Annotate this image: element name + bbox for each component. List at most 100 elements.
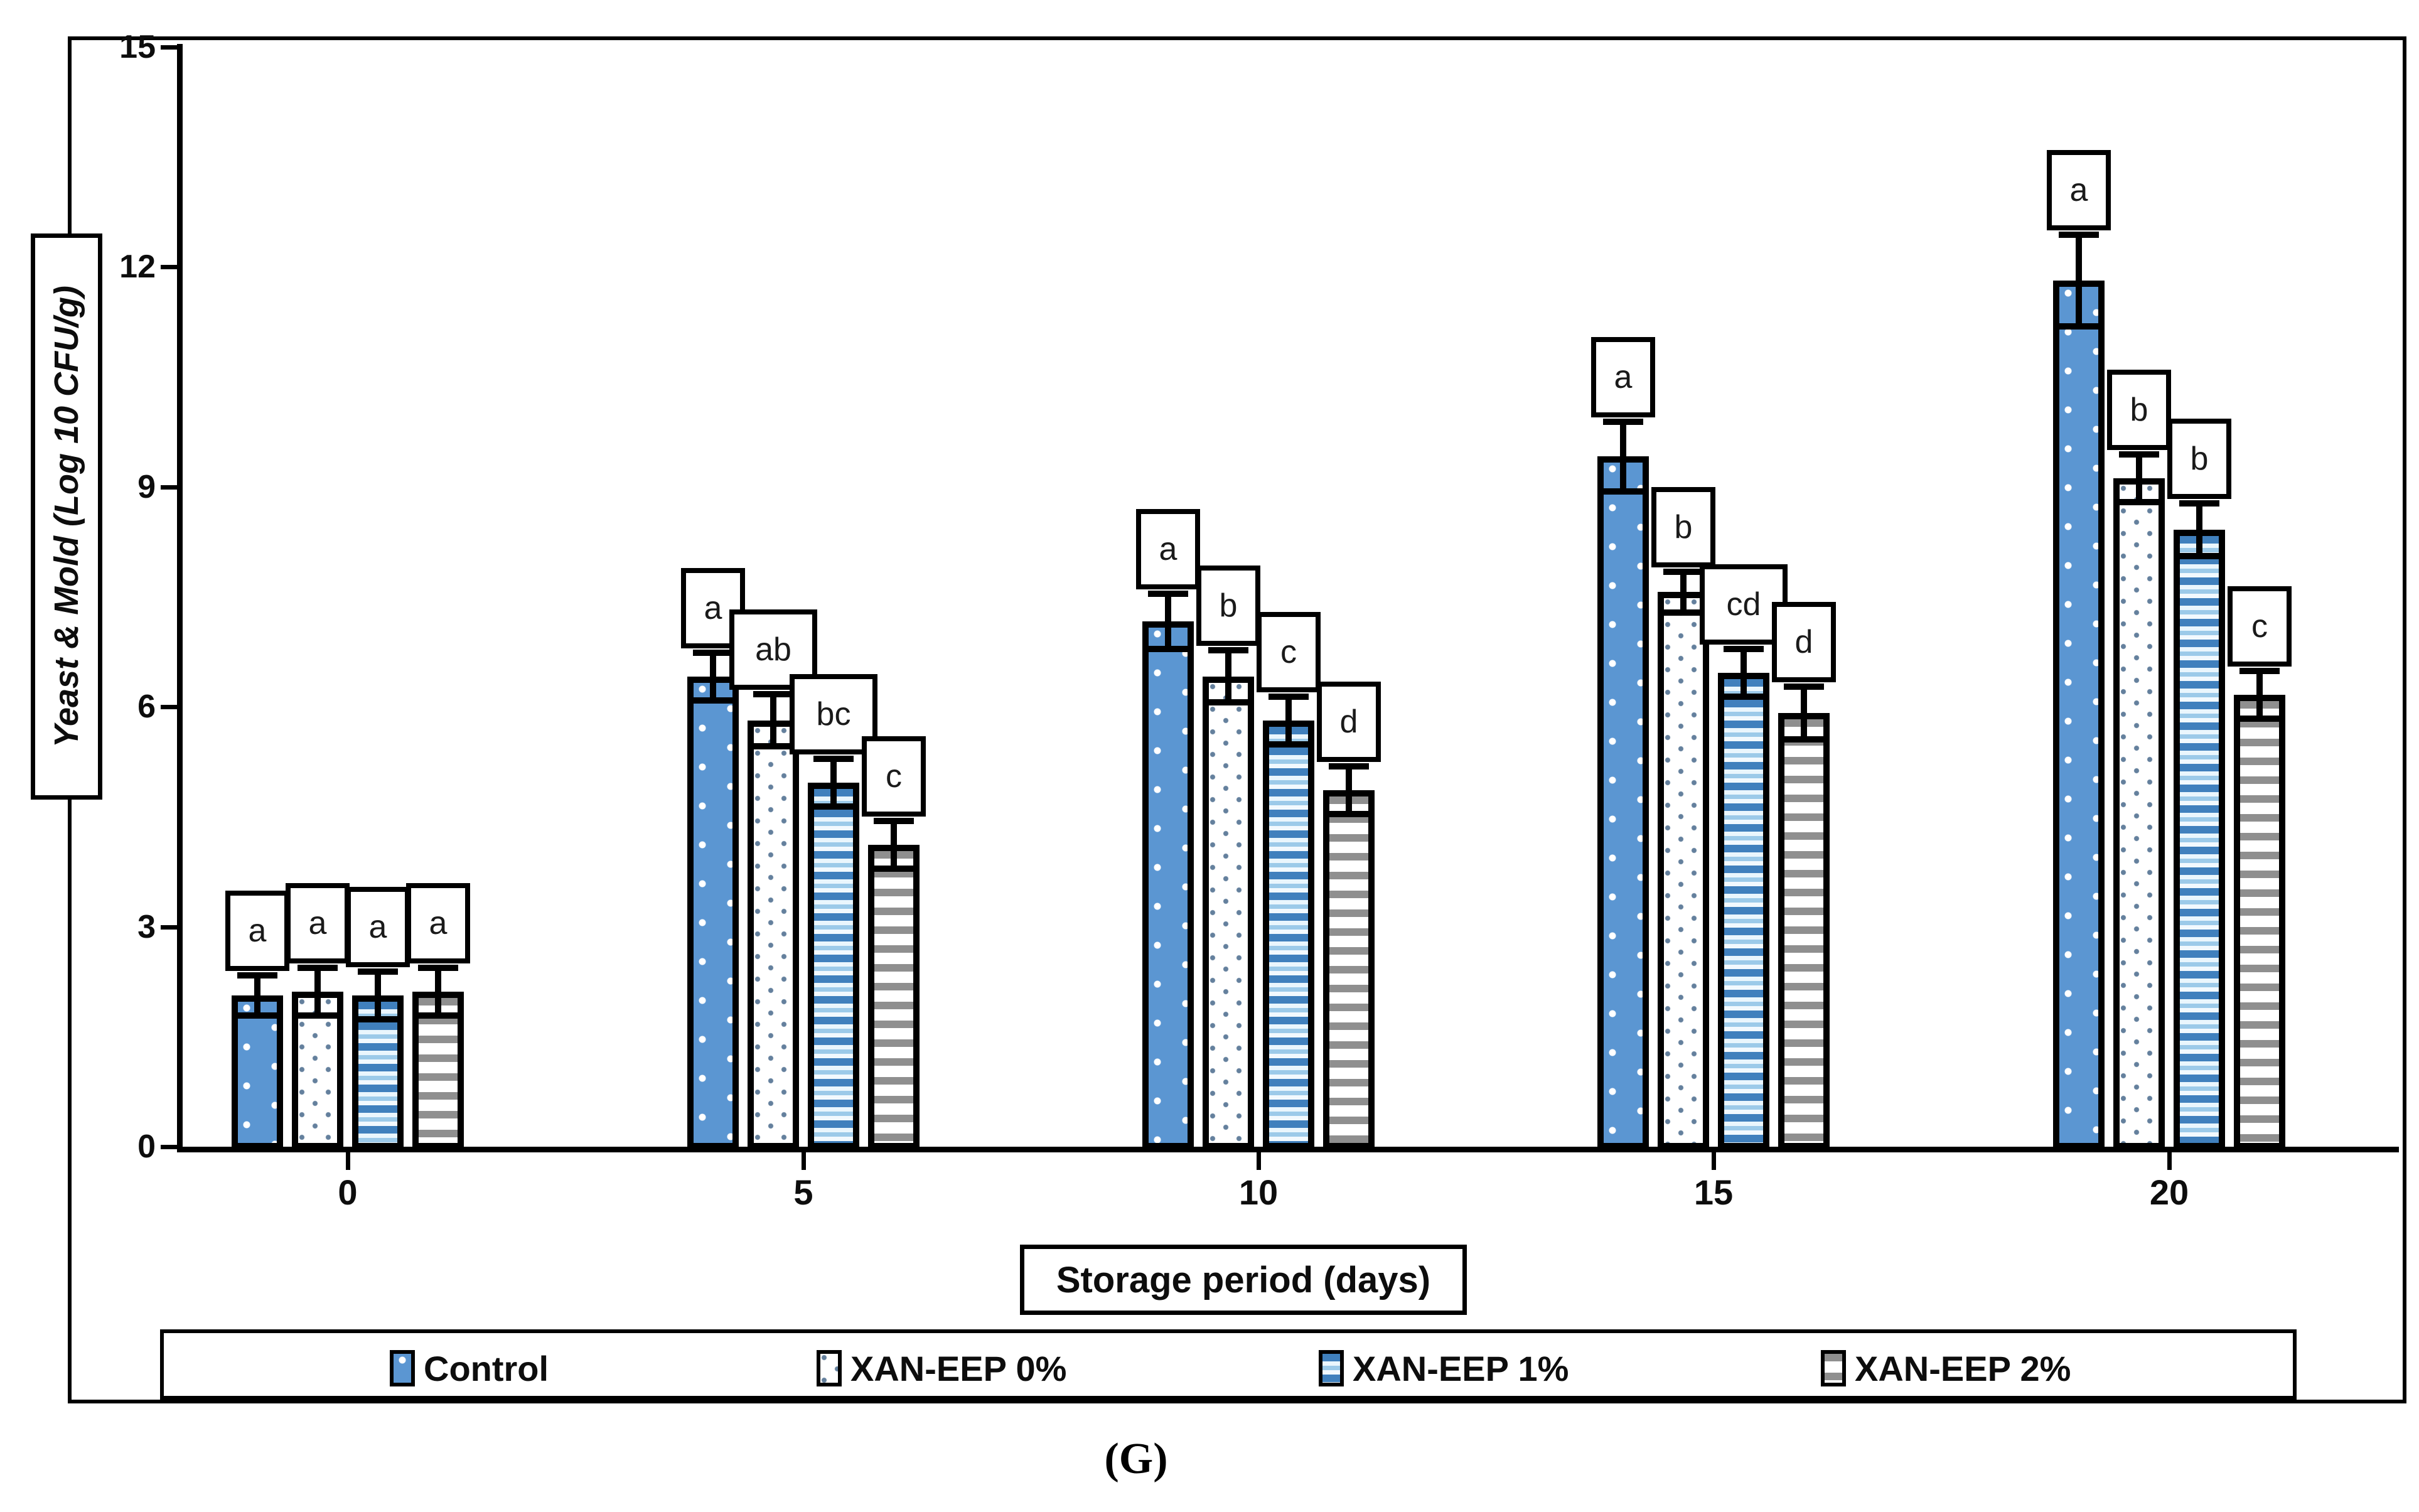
x-axis-tick xyxy=(2167,1152,2172,1170)
bar xyxy=(292,991,343,1149)
error-bar-line xyxy=(435,969,441,1014)
error-bar-line xyxy=(1225,652,1231,701)
error-bar-cap-top xyxy=(693,649,733,656)
x-axis-tick xyxy=(802,1152,806,1170)
error-bar-cap-top xyxy=(753,691,793,698)
error-bar-cap-top xyxy=(1663,569,1703,576)
y-axis-tick xyxy=(161,1145,182,1149)
error-bar-cap-bottom xyxy=(1208,699,1248,706)
y-axis-tick xyxy=(161,705,182,710)
x-axis-tick xyxy=(1712,1152,1716,1170)
error-bar-cap-bottom xyxy=(1784,736,1824,743)
y-axis-title: Yeast & Mold (Log 10 CFU/g) xyxy=(48,286,85,748)
bar xyxy=(868,845,920,1149)
error-bar-cap-top xyxy=(358,968,398,975)
legend-marker-xan-eep-0pct xyxy=(817,1350,842,1386)
error-bar-cap-top xyxy=(2119,451,2159,458)
error-bar-line xyxy=(710,654,716,699)
legend-item: XAN-EEP 0% xyxy=(817,1333,1066,1403)
legend-label: XAN-EEP 1% xyxy=(1353,1348,1569,1388)
significance-label: c xyxy=(2228,586,2292,667)
error-bar-line xyxy=(254,977,260,1014)
bar xyxy=(1597,456,1649,1149)
x-axis-tick xyxy=(346,1152,350,1170)
significance-label: a xyxy=(346,886,410,967)
bar xyxy=(1323,790,1375,1149)
legend-label: Control xyxy=(424,1348,549,1388)
y-axis-tick xyxy=(161,925,182,930)
error-bar-line xyxy=(2256,672,2263,717)
error-bar-cap-bottom xyxy=(2059,323,2099,330)
bar xyxy=(2053,280,2105,1149)
error-bar-cap-top xyxy=(1603,418,1643,425)
bar xyxy=(808,783,859,1149)
error-bar-cap-bottom xyxy=(358,1016,398,1022)
legend: Control XAN-EEP 0% XAN-EEP 1% XAN-EEP 2% xyxy=(160,1329,2297,1400)
error-bar-line xyxy=(1680,574,1687,611)
y-axis-tick-label: 12 xyxy=(119,249,156,286)
error-bar-line xyxy=(375,973,381,1017)
bar xyxy=(2174,530,2225,1149)
y-axis-tick-label: 6 xyxy=(137,689,156,726)
legend-item: XAN-EEP 1% xyxy=(1319,1333,1569,1403)
bar xyxy=(1203,676,1254,1149)
bar xyxy=(2234,694,2285,1149)
x-axis-tick-label: 20 xyxy=(2149,1172,2189,1212)
significance-label: b xyxy=(1651,487,1715,568)
error-bar-cap-top xyxy=(874,818,914,825)
significance-label: a xyxy=(1136,509,1200,590)
legend-marker-xan-eep-2pct xyxy=(1821,1350,1846,1386)
significance-label: a xyxy=(2047,149,2111,230)
x-axis-tick-label: 10 xyxy=(1238,1172,1279,1212)
error-bar-cap-top xyxy=(1784,684,1824,690)
significance-label: b xyxy=(1196,566,1260,646)
error-bar-cap-top xyxy=(1148,591,1188,598)
error-bar-cap-bottom xyxy=(298,1012,338,1019)
x-axis-tick-label: 5 xyxy=(793,1172,813,1212)
error-bar-cap-bottom xyxy=(237,1012,277,1019)
bar xyxy=(1778,713,1830,1149)
error-bar-cap-bottom xyxy=(1329,810,1369,817)
error-bar-line xyxy=(314,969,321,1014)
significance-label: c xyxy=(862,736,926,817)
error-bar-cap-bottom xyxy=(2239,715,2280,722)
y-axis-tick xyxy=(161,45,182,50)
error-bar-line xyxy=(1285,698,1292,743)
error-bar-line xyxy=(770,696,776,745)
y-axis-tick xyxy=(161,265,182,270)
significance-label: a xyxy=(1591,336,1655,417)
error-bar-cap-bottom xyxy=(693,697,733,704)
error-bar-cap-bottom xyxy=(2179,552,2219,559)
error-bar-line xyxy=(830,760,837,805)
error-bar-cap-top xyxy=(2059,231,2099,238)
significance-label: b xyxy=(2107,370,2171,451)
y-axis-tick-label: 9 xyxy=(137,468,156,505)
error-bar-line xyxy=(2196,505,2202,554)
error-bar-line xyxy=(1620,423,1626,490)
y-axis-tick-label: 0 xyxy=(137,1129,156,1165)
bar xyxy=(687,676,739,1149)
bar xyxy=(748,720,799,1149)
error-bar-line xyxy=(1740,650,1747,695)
error-bar-cap-bottom xyxy=(1603,488,1643,495)
bar xyxy=(1718,672,1769,1149)
error-bar-cap-bottom xyxy=(813,803,854,810)
error-bar-cap-top xyxy=(813,755,854,762)
error-bar-cap-bottom xyxy=(1724,693,1764,700)
y-axis-tick xyxy=(161,485,182,490)
error-bar-line xyxy=(891,823,897,867)
y-axis-tick-label: 3 xyxy=(137,908,156,945)
figure-caption: (G) xyxy=(1104,1435,1168,1483)
significance-label: c xyxy=(1257,611,1321,692)
error-bar-line xyxy=(1346,768,1352,812)
error-bar-cap-top xyxy=(1268,693,1309,700)
significance-label: ab xyxy=(729,609,817,690)
error-bar-cap-bottom xyxy=(1268,741,1309,748)
error-bar-line xyxy=(1165,596,1171,647)
bar xyxy=(1658,592,1709,1149)
x-axis-tick-label: 15 xyxy=(1693,1172,1734,1212)
significance-label: b xyxy=(2167,419,2231,500)
legend-item: Control xyxy=(390,1333,549,1403)
x-axis-tick-label: 0 xyxy=(338,1172,358,1212)
